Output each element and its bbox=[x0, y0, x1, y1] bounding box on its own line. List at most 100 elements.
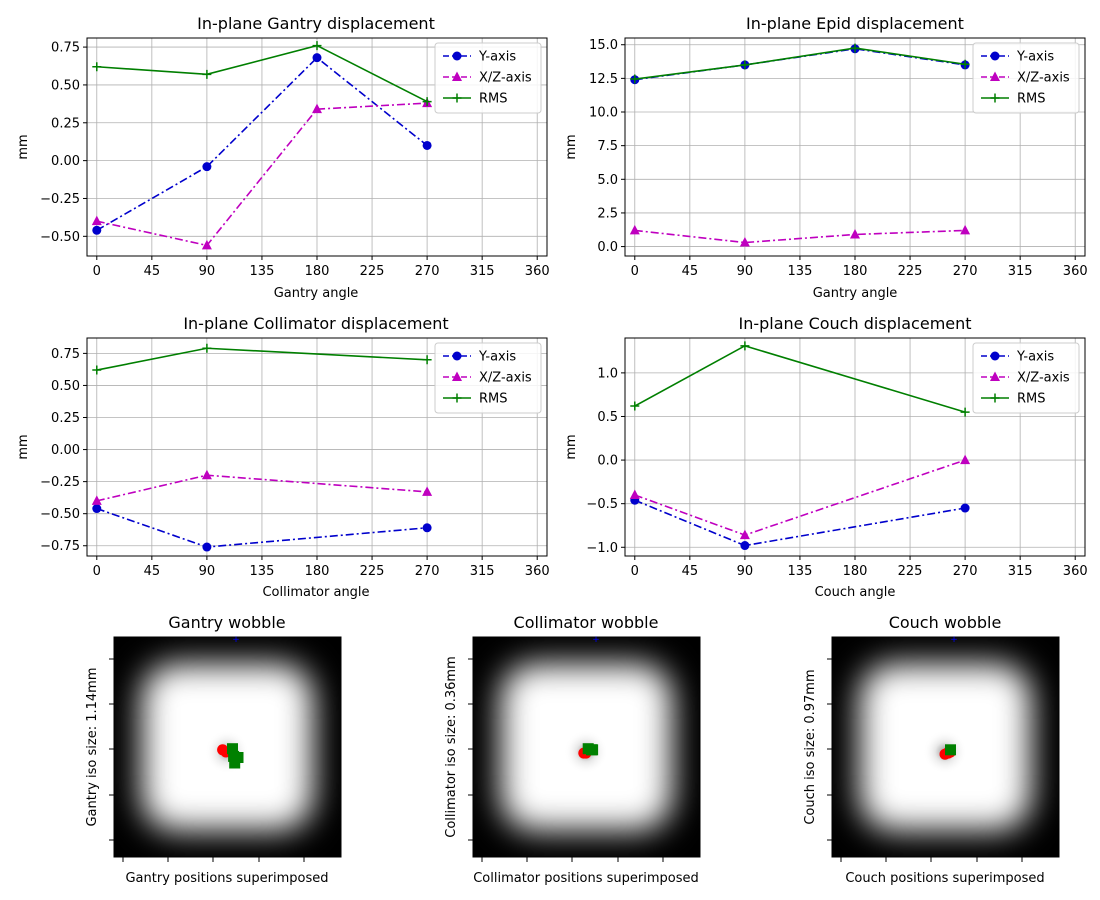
chart-title: In-plane Epid displacement bbox=[746, 14, 964, 33]
chart-title: In-plane Gantry displacement bbox=[197, 14, 435, 33]
y-tick-label: 0.0 bbox=[597, 454, 618, 469]
legend-box bbox=[434, 342, 542, 414]
legend-label-y: Y-axis bbox=[478, 50, 516, 65]
green-field-marker bbox=[945, 744, 956, 756]
y-tick-label: −0.50 bbox=[40, 230, 80, 245]
x-tick-label: 90 bbox=[199, 564, 216, 579]
x-tick-label: 135 bbox=[788, 264, 813, 279]
data-point-y bbox=[312, 53, 322, 63]
legend-label-xz: X/Z-axis bbox=[1017, 71, 1070, 86]
x-tick-label: 180 bbox=[305, 564, 330, 579]
y-tick-label: 5.0 bbox=[597, 173, 618, 188]
y-axis-ticks: −0.75 −0.50 −0.25 0.00 0.25 0.50 0.75 bbox=[40, 347, 87, 554]
x-tick-label: 225 bbox=[360, 564, 385, 579]
data-point-xz bbox=[629, 489, 640, 499]
green-field-marker bbox=[227, 743, 238, 755]
panel-collimator-wobble: Collimator wobble + Collimator positions… bbox=[444, 613, 701, 886]
legend-label-rms: RMS bbox=[1017, 392, 1046, 407]
chart-title: In-plane Couch displacement bbox=[738, 314, 971, 333]
x-tick-label: 315 bbox=[470, 264, 495, 279]
x-tick-label: 270 bbox=[953, 264, 978, 279]
wobble-markers bbox=[939, 744, 956, 760]
series-line-rms bbox=[634, 47, 966, 80]
series-line-xz bbox=[96, 102, 428, 247]
data-point-y bbox=[92, 504, 102, 514]
wobble-x-label: Gantry positions superimposed bbox=[125, 871, 328, 886]
series-lines bbox=[629, 43, 971, 247]
grid-lines bbox=[625, 338, 1085, 556]
y-tick-label: 0.75 bbox=[51, 41, 80, 56]
x-tick-label: 45 bbox=[682, 264, 699, 279]
data-point-xz bbox=[312, 103, 322, 114]
series-line-xz bbox=[634, 229, 966, 244]
series-lines bbox=[91, 41, 433, 250]
legend-box bbox=[434, 42, 542, 114]
x-tick-label: 180 bbox=[843, 264, 868, 279]
x-tick-label: 270 bbox=[953, 564, 978, 579]
y-tick-label: 0.25 bbox=[51, 116, 80, 131]
wobble-y-label: Gantry iso size: 1.14mm bbox=[85, 667, 100, 826]
y-tick-label: −0.5 bbox=[586, 497, 618, 512]
data-point-y bbox=[422, 523, 432, 533]
blue-marker-icon: + bbox=[950, 635, 958, 645]
wobble-x-label: Couch positions superimposed bbox=[845, 871, 1044, 886]
data-point-rms bbox=[740, 60, 750, 70]
data-point-xz bbox=[201, 239, 212, 250]
x-tick-label: 90 bbox=[737, 564, 754, 579]
data-point-xz bbox=[960, 454, 971, 465]
data-point-y bbox=[92, 225, 102, 235]
legend-marker-y bbox=[990, 351, 1000, 361]
y-tick-label: 0.25 bbox=[51, 411, 80, 426]
wobble-markers bbox=[578, 743, 599, 759]
data-point-xz bbox=[629, 224, 640, 235]
x-tick-label: 360 bbox=[525, 264, 550, 279]
y-axis-ticks: 0.0 2.5 5.0 7.5 10.0 12.5 15.0 bbox=[589, 38, 625, 255]
wobble-frame bbox=[113, 636, 342, 858]
series-lines bbox=[629, 341, 971, 551]
x-tick-label: 45 bbox=[682, 564, 699, 579]
wobble-x-label: Collimator positions superimposed bbox=[473, 871, 699, 886]
data-point-rms bbox=[202, 69, 212, 79]
y-tick-label: 2.5 bbox=[597, 206, 618, 221]
legend-marker-rms bbox=[990, 93, 1000, 103]
data-point-y bbox=[202, 542, 212, 552]
legend-marker-xz bbox=[990, 371, 1000, 381]
x-axis-label: Gantry angle bbox=[274, 286, 359, 301]
series-line-y bbox=[96, 56, 428, 231]
panel-gantry-wobble: Gantry wobble + Gantry positions superim… bbox=[85, 613, 342, 886]
data-point-rms bbox=[202, 343, 212, 353]
data-point-xz bbox=[739, 237, 750, 247]
series-lines bbox=[91, 343, 433, 552]
x-tick-label: 225 bbox=[898, 564, 923, 579]
blue-marker-icon: + bbox=[592, 635, 600, 645]
data-point-rms bbox=[850, 43, 860, 53]
data-point-rms bbox=[740, 341, 750, 351]
data-point-y bbox=[740, 541, 750, 551]
data-point-y bbox=[202, 162, 212, 172]
wobble-y-label: Collimator iso size: 0.36mm bbox=[444, 656, 459, 838]
y-tick-label: 12.5 bbox=[589, 72, 618, 87]
x-axis-label: Gantry angle bbox=[813, 286, 898, 301]
panel-gantry-displacement: In-plane Gantry displacement 0 45 90 135 180… bbox=[16, 14, 550, 301]
y-axis-label: mm bbox=[16, 134, 31, 159]
y-tick-label: 1.0 bbox=[597, 366, 618, 381]
legend-marker-y bbox=[452, 51, 462, 61]
y-tick-label: −0.75 bbox=[40, 539, 80, 554]
wobble-y-label: Couch iso size: 0.97mm bbox=[803, 669, 818, 824]
x-tick-label: 270 bbox=[415, 264, 440, 279]
legend-marker-rms bbox=[990, 393, 1000, 403]
data-point-xz bbox=[201, 469, 212, 480]
x-tick-label: 315 bbox=[1008, 264, 1033, 279]
data-point-rms bbox=[630, 401, 640, 411]
legend-box bbox=[972, 42, 1080, 114]
wobble-ticks bbox=[468, 658, 664, 862]
y-axis-ticks: −0.50 −0.25 0.00 0.25 0.50 0.75 bbox=[40, 41, 87, 245]
wobble-frame bbox=[472, 636, 701, 858]
y-tick-label: 15.0 bbox=[589, 38, 618, 53]
x-tick-label: 270 bbox=[415, 564, 440, 579]
x-tick-label: 0 bbox=[631, 264, 639, 279]
y-axis-label: mm bbox=[16, 434, 31, 459]
x-axis-ticks: 0 45 90 135 180 225 270 315 360 bbox=[93, 556, 550, 579]
chart-title: In-plane Collimator displacement bbox=[183, 314, 448, 333]
legend-marker-xz bbox=[452, 71, 462, 81]
